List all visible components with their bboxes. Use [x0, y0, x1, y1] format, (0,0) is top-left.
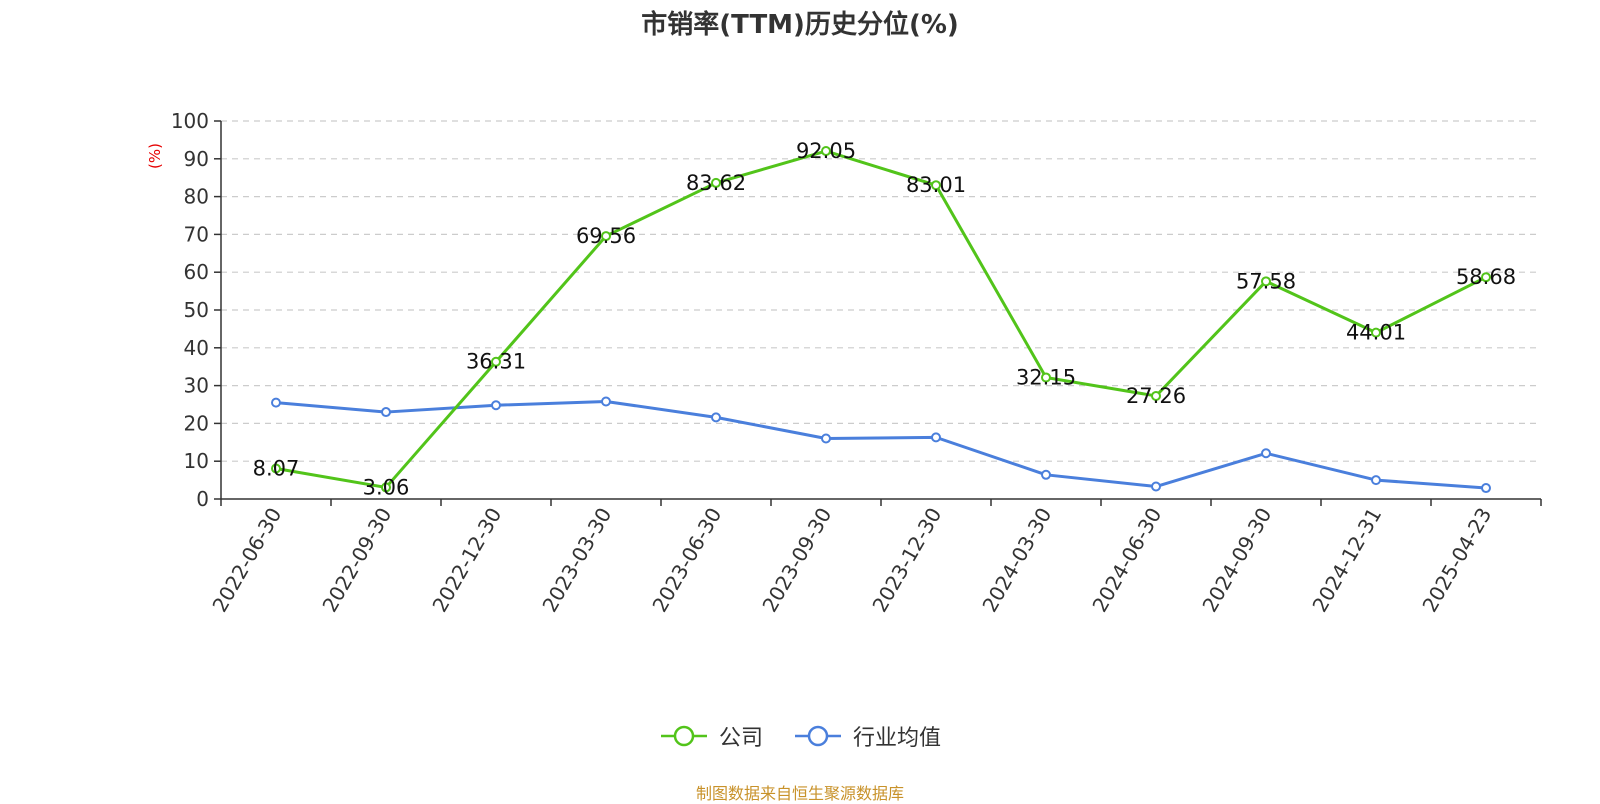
data-point: [711, 412, 721, 423]
data-label: 44.01: [1346, 321, 1406, 345]
y-tick-label: 70: [184, 222, 209, 246]
y-tick-label: 50: [184, 298, 209, 322]
legend: 公司 行业均值: [0, 720, 1600, 752]
data-label: 3.06: [363, 475, 410, 499]
x-tick-label: 2022-09-30: [317, 504, 396, 617]
y-axis-label: (%): [146, 143, 164, 169]
y-tick-label: 0: [196, 487, 209, 511]
data-point: [821, 146, 831, 157]
x-tick-label: 2023-12-30: [867, 504, 946, 617]
legend-swatch-icon: [795, 725, 841, 747]
x-tick-label: 2024-03-30: [977, 504, 1056, 617]
data-point: [931, 432, 941, 443]
data-point: [1261, 276, 1271, 287]
legend-item[interactable]: 行业均值: [793, 720, 941, 752]
series-line: [275, 399, 1487, 490]
legend-swatch-icon: [660, 725, 707, 747]
data-point: [601, 231, 611, 242]
legend-label: 行业均值: [853, 726, 942, 751]
data-label: 83.62: [686, 171, 746, 195]
data-point: [1151, 390, 1161, 401]
data-labels: 8.07 3.06 36.31 69.56 83.62 92.05 83.01 32.15 27…: [253, 139, 1516, 499]
x-tick-label: 2024-06-30: [1087, 504, 1166, 617]
data-point: [821, 433, 831, 444]
y-tick-label: 10: [184, 449, 209, 473]
data-label: 58.68: [1456, 265, 1516, 289]
data-point: [1041, 469, 1051, 480]
data-point: [271, 463, 281, 474]
data-label: 8.07: [253, 456, 300, 480]
data-label: 69.56: [576, 224, 636, 248]
data-point: [931, 180, 941, 191]
data-label: 36.31: [466, 350, 526, 374]
data-point: [491, 356, 501, 367]
data-label: 27.26: [1126, 384, 1186, 408]
data-label: 57.58: [1236, 269, 1296, 293]
data-point: [381, 482, 391, 493]
source-note: 制图数据来自恒生聚源数据库: [695, 784, 904, 803]
data-point: [1261, 448, 1271, 459]
data-label: 92.05: [796, 139, 856, 163]
data-point: [1371, 475, 1381, 486]
y-tick-label: 100: [171, 109, 209, 133]
data-point: [711, 177, 721, 188]
y-tick-label: 20: [184, 411, 209, 435]
x-tick-label: 2022-06-30: [207, 504, 286, 617]
series-layer: [271, 146, 1491, 494]
data-label: 83.01: [906, 173, 966, 197]
data-label: 32.15: [1016, 365, 1076, 389]
legend-label: 公司: [718, 726, 763, 751]
y-tick-label: 40: [184, 336, 209, 360]
chart-title: 市销率(TTM)历史分位(%): [641, 10, 959, 40]
legend-item[interactable]: 公司: [659, 720, 763, 752]
axes: 0 10 20 30 40 50 60 70 80 90 100 2022-06-30 2022-09-…: [171, 109, 1542, 617]
data-point: [1481, 483, 1491, 494]
series-line: [275, 149, 1487, 489]
data-point: [1481, 272, 1491, 283]
data-point: [271, 397, 281, 408]
y-tick-label: 60: [184, 260, 209, 284]
data-point: [1371, 327, 1381, 338]
data-point: [601, 396, 611, 407]
x-tick-label: 2023-09-30: [757, 504, 836, 617]
y-tick-label: 30: [184, 374, 209, 398]
grid-lines: [221, 120, 1541, 462]
y-tick-label: 80: [184, 185, 209, 209]
x-tick-label: 2022-12-30: [427, 504, 506, 617]
x-tick-label: 2023-03-30: [537, 504, 616, 617]
y-tick-label: 90: [184, 147, 209, 171]
data-point: [1151, 481, 1161, 492]
data-point: [1041, 372, 1051, 383]
x-tick-label: 2024-09-30: [1197, 504, 1276, 617]
x-tick-label: 2023-06-30: [647, 504, 726, 617]
x-tick-label: 2025-04-23: [1417, 504, 1496, 617]
data-point: [491, 400, 501, 411]
x-tick-label: 2024-12-31: [1307, 504, 1386, 617]
data-point: [381, 407, 391, 418]
